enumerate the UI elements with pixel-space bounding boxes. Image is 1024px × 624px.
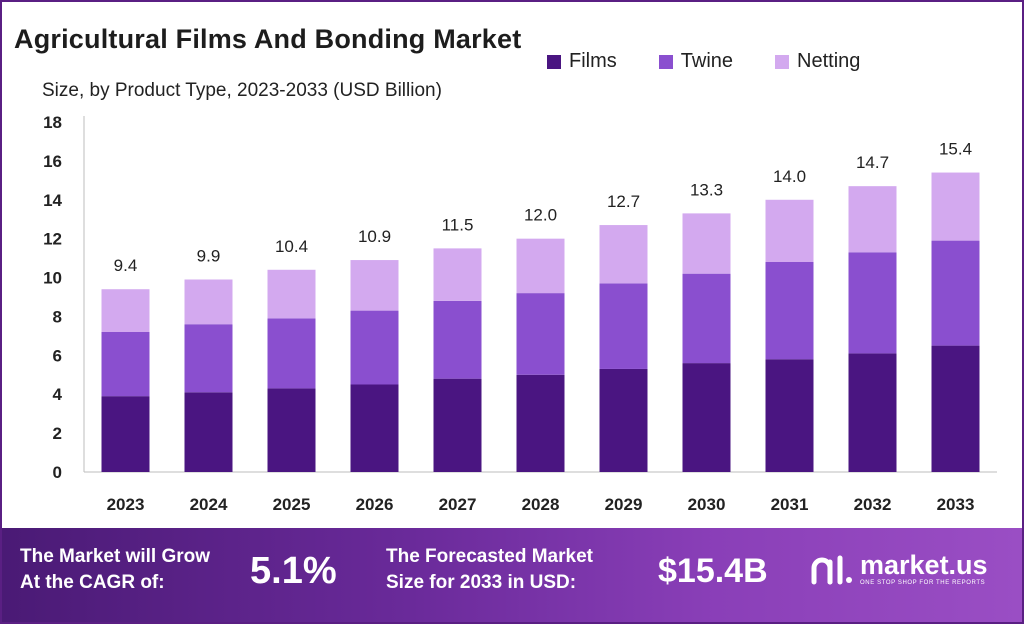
bar-twine-2026 <box>350 310 399 385</box>
bar-twine-2033 <box>931 240 980 346</box>
forecast-value: $15.4B <box>658 552 768 590</box>
bar-twine-2028 <box>516 293 565 375</box>
cagr-label-line2: At the CAGR of: <box>20 572 165 593</box>
bar-films-2028 <box>516 374 565 472</box>
bar-twine-2032 <box>848 252 897 354</box>
y-tick-label: 2 <box>53 424 62 443</box>
bar-netting-2031 <box>765 199 814 262</box>
bar-twine-2027 <box>433 300 482 379</box>
x-tick-label-2024: 2024 <box>190 495 228 514</box>
bar-films-2027 <box>433 378 482 472</box>
legend-item-films: Films <box>547 50 617 73</box>
x-tick-label-2030: 2030 <box>688 495 726 514</box>
total-label-2025: 10.4 <box>275 237 308 256</box>
bar-twine-2023 <box>101 332 150 397</box>
legend-label-films: Films <box>569 50 617 72</box>
x-tick-label-2027: 2027 <box>439 495 477 514</box>
bar-netting-2028 <box>516 238 565 294</box>
bar-netting-2029 <box>599 225 648 284</box>
bar-films-2029 <box>599 368 648 472</box>
legend-label-twine: Twine <box>680 50 734 72</box>
bar-films-2025 <box>267 388 316 472</box>
y-tick-label: 16 <box>43 152 62 171</box>
bar-twine-2025 <box>267 318 316 389</box>
total-label-2033: 15.4 <box>939 140 972 159</box>
legend-item-netting: Netting <box>775 50 860 73</box>
total-label-2023: 9.4 <box>114 256 138 275</box>
bar-netting-2023 <box>101 289 150 332</box>
x-tick-label-2031: 2031 <box>771 495 809 514</box>
y-tick-label: 6 <box>53 346 62 365</box>
bar-twine-2031 <box>765 262 814 360</box>
x-tick-label-2029: 2029 <box>605 495 643 514</box>
legend-item-twine: Twine <box>658 50 734 73</box>
y-tick-label: 12 <box>43 230 62 249</box>
bar-films-2032 <box>848 353 897 472</box>
forecast-label-line1: The Forecasted Market <box>386 546 593 567</box>
total-label-2032: 14.7 <box>856 153 889 172</box>
bar-netting-2033 <box>931 172 980 241</box>
y-tick-label: 8 <box>53 307 62 326</box>
bar-films-2033 <box>931 345 980 472</box>
bar-films-2026 <box>350 384 399 472</box>
bar-netting-2026 <box>350 260 399 311</box>
x-tick-label-2023: 2023 <box>107 495 145 514</box>
bar-twine-2029 <box>599 283 648 369</box>
bar-films-2023 <box>101 396 150 472</box>
x-tick-label-2033: 2033 <box>937 495 975 514</box>
y-tick-label: 4 <box>53 385 63 404</box>
bar-netting-2027 <box>433 248 482 301</box>
summary-banner: The Market will Grow At the CAGR of: 5.1… <box>2 528 1022 622</box>
brand-name: market.us <box>860 550 988 580</box>
y-tick-label: 10 <box>43 269 62 288</box>
cagr-label: The Market will Grow At the CAGR of: <box>20 544 210 596</box>
x-tick-label-2032: 2032 <box>854 495 892 514</box>
cagr-label-line1: The Market will Grow <box>20 546 211 567</box>
bar-netting-2024 <box>184 279 233 325</box>
total-label-2027: 11.5 <box>442 215 474 234</box>
total-label-2031: 14.0 <box>773 167 806 186</box>
legend-swatch-films <box>547 54 561 69</box>
chart-title: Agricultural Films And Bonding Market <box>14 24 522 54</box>
x-tick-label-2028: 2028 <box>522 495 560 514</box>
x-tick-label-2026: 2026 <box>356 495 394 514</box>
bar-twine-2030 <box>682 273 731 364</box>
legend: Films Twine Netting <box>547 50 902 73</box>
legend-swatch-twine <box>658 54 673 69</box>
bar-netting-2030 <box>682 213 731 274</box>
forecast-label-line2: Size for 2033 in USD: <box>386 572 577 593</box>
y-tick-label: 0 <box>53 463 62 482</box>
market-us-logo-icon <box>811 555 852 585</box>
bar-films-2031 <box>765 359 814 472</box>
total-label-2024: 9.9 <box>197 247 221 266</box>
legend-swatch-netting <box>775 54 790 69</box>
bar-twine-2024 <box>184 324 233 393</box>
bar-chart: 0 2 4 6 8 10 12 14 16 18 9.4 2023 9.9 2024 10.4 2025 10.… <box>43 113 997 514</box>
y-tick-label: 18 <box>43 113 62 132</box>
x-tick-label-2025: 2025 <box>273 495 311 514</box>
forecast-label: The Forecasted Market Size for 2033 in U… <box>386 544 593 596</box>
bar-films-2030 <box>682 363 731 472</box>
total-label-2029: 12.7 <box>607 192 640 211</box>
total-label-2030: 13.3 <box>690 180 723 199</box>
total-label-2026: 10.9 <box>358 227 391 246</box>
total-label-2028: 12.0 <box>524 206 557 225</box>
cagr-value: 5.1% <box>250 550 337 592</box>
legend-label-netting: Netting <box>797 50 861 72</box>
bar-netting-2032 <box>848 186 897 253</box>
bar-netting-2025 <box>267 269 316 319</box>
brand-tagline: ONE STOP SHOP FOR THE REPORTS <box>860 580 986 586</box>
bar-films-2024 <box>184 392 233 472</box>
brand-logo[interactable]: market.us ONE STOP SHOP FOR THE REPORTS <box>810 552 988 586</box>
y-tick-label: 14 <box>43 191 62 210</box>
chart-subtitle: Size, by Product Type, 2023-2033 (USD Bi… <box>42 80 442 101</box>
